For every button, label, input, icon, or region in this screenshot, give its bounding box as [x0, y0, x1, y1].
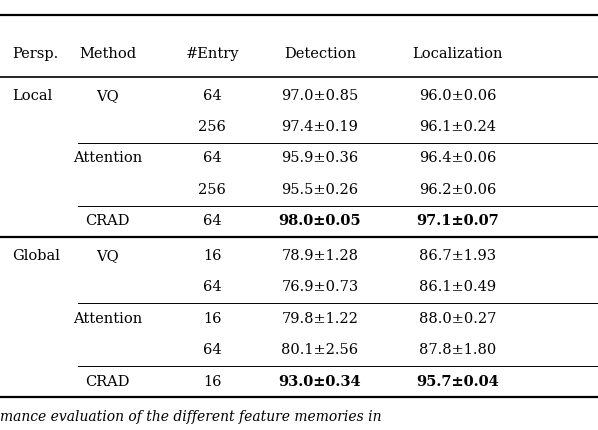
Text: 256: 256 [199, 183, 226, 197]
Text: VQ: VQ [96, 89, 119, 103]
Text: 93.0±0.34: 93.0±0.34 [279, 375, 361, 389]
Text: 79.8±1.22: 79.8±1.22 [282, 312, 358, 326]
Text: 97.0±0.85: 97.0±0.85 [281, 89, 359, 103]
Text: 64: 64 [203, 151, 222, 166]
Text: Global: Global [12, 249, 60, 263]
Text: CRAD: CRAD [86, 375, 130, 389]
Text: 96.2±0.06: 96.2±0.06 [419, 183, 496, 197]
Text: 86.1±0.49: 86.1±0.49 [419, 280, 496, 295]
Text: 64: 64 [203, 89, 222, 103]
Text: Attention: Attention [73, 312, 142, 326]
Text: 86.7±1.93: 86.7±1.93 [419, 249, 496, 263]
Text: 95.7±0.04: 95.7±0.04 [416, 375, 499, 389]
Text: Localization: Localization [412, 47, 503, 61]
Text: Local: Local [12, 89, 52, 103]
Text: 88.0±0.27: 88.0±0.27 [419, 312, 496, 326]
Text: 64: 64 [203, 280, 222, 295]
Text: Method: Method [79, 47, 136, 61]
Text: 96.0±0.06: 96.0±0.06 [419, 89, 496, 103]
Text: 96.4±0.06: 96.4±0.06 [419, 151, 496, 166]
Text: 97.4±0.19: 97.4±0.19 [282, 120, 358, 134]
Text: 87.8±1.80: 87.8±1.80 [419, 343, 496, 357]
Text: 16: 16 [203, 249, 221, 263]
Text: 95.9±0.36: 95.9±0.36 [281, 151, 359, 166]
Text: VQ: VQ [96, 249, 119, 263]
Text: 95.5±0.26: 95.5±0.26 [282, 183, 358, 197]
Text: Attention: Attention [73, 151, 142, 166]
Text: 78.9±1.28: 78.9±1.28 [282, 249, 358, 263]
Text: Detection: Detection [284, 47, 356, 61]
Text: 64: 64 [203, 343, 222, 357]
Text: 80.1±2.56: 80.1±2.56 [282, 343, 358, 357]
Text: 16: 16 [203, 375, 221, 389]
Text: 97.1±0.07: 97.1±0.07 [416, 214, 499, 228]
Text: #Entry: #Entry [185, 47, 239, 61]
Text: CRAD: CRAD [86, 214, 130, 228]
Text: 76.9±0.73: 76.9±0.73 [281, 280, 359, 295]
Text: 64: 64 [203, 214, 222, 228]
Text: 256: 256 [199, 120, 226, 134]
Text: Persp.: Persp. [12, 47, 58, 61]
Text: 16: 16 [203, 312, 221, 326]
Text: 96.1±0.24: 96.1±0.24 [419, 120, 496, 134]
Text: mance evaluation of the different feature memories in: mance evaluation of the different featur… [0, 410, 382, 424]
Text: 98.0±0.05: 98.0±0.05 [279, 214, 361, 228]
